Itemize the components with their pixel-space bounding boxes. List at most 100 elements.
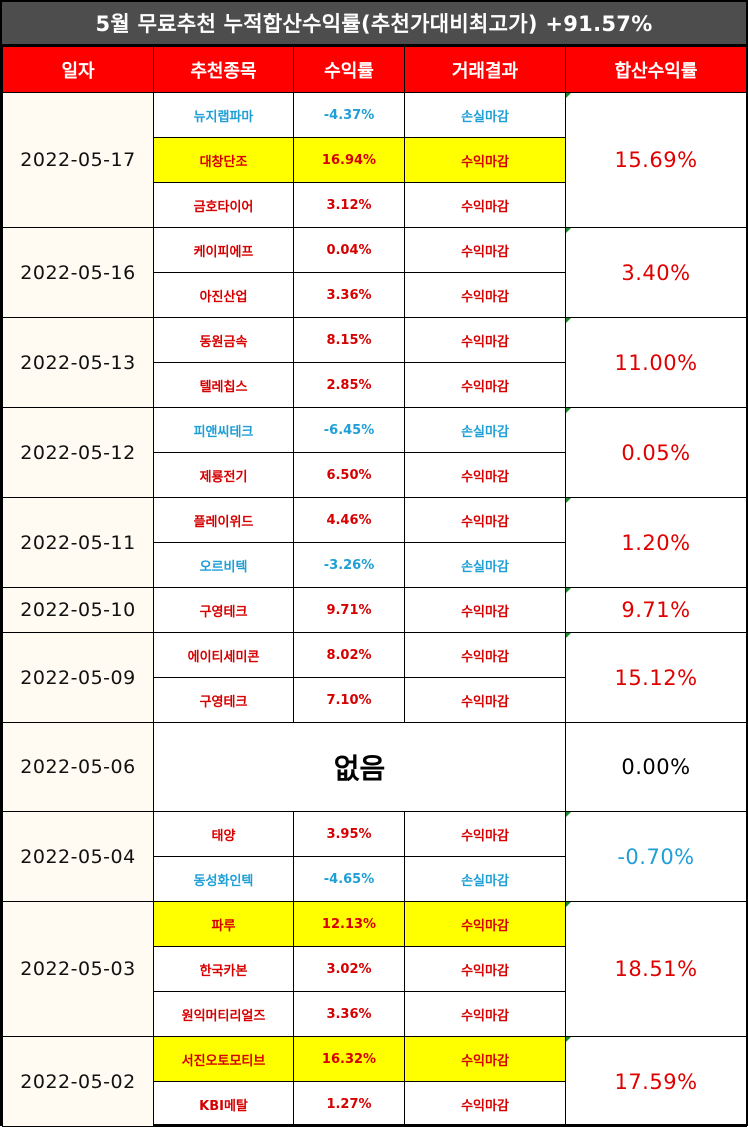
row-date: 2022-05-11 <box>2 497 154 588</box>
trade-result: 수익마감 <box>404 317 566 363</box>
stock-return: -3.26% <box>293 542 405 588</box>
trade-result: 수익마감 <box>404 901 566 947</box>
row-date: 2022-05-13 <box>2 317 154 408</box>
header-return: 수익률 <box>293 46 405 93</box>
total-return: 17.59% <box>565 1036 747 1127</box>
row-date: 2022-05-17 <box>2 92 154 228</box>
stock-return: 6.50% <box>293 452 405 498</box>
trade-result: 손실마감 <box>404 542 566 588</box>
stock-name: 제룡전기 <box>153 452 294 498</box>
total-return-value: 15.12% <box>614 665 698 690</box>
stock-return: -4.37% <box>293 92 405 138</box>
trade-result: 수익마감 <box>404 946 566 992</box>
trade-result: 손실마감 <box>404 856 566 902</box>
stock-name: 케이피에프 <box>153 227 294 273</box>
trade-result: 수익마감 <box>404 1081 566 1127</box>
comment-marker-icon <box>566 498 571 503</box>
table-row: 2022-05-10 구영테크 9.71% 수익마감 9.71% <box>2 587 747 633</box>
stock-return: 12.13% <box>293 901 405 947</box>
table-row: 2022-05-13 동원금속 8.15% 수익마감 11.00% <box>2 317 747 408</box>
total-return: 18.51% <box>565 901 747 1037</box>
stock-return: -6.45% <box>293 407 405 453</box>
total-return-value: 17.59% <box>614 1069 698 1094</box>
table-row: 2022-05-04 태양 3.95% 수익마감 -0.70% <box>2 811 747 902</box>
stock-name: 아진산업 <box>153 272 294 318</box>
stock-return: 7.10% <box>293 677 405 723</box>
row-date: 2022-05-04 <box>2 811 154 902</box>
trade-result: 수익마감 <box>404 587 566 633</box>
trade-result: 수익마감 <box>404 182 566 228</box>
stock-name: 원익머티리얼즈 <box>153 991 294 1037</box>
row-date: 2022-05-03 <box>2 901 154 1037</box>
no-recommendation-text: 없음 <box>153 722 566 812</box>
total-return: 1.20% <box>565 497 747 588</box>
table-row: 구영테크 7.10% 수익마감 <box>3 677 747 723</box>
stock-return: 2.85% <box>293 362 405 408</box>
stock-name: 플레이위드 <box>153 497 294 543</box>
comment-marker-icon <box>566 228 571 233</box>
total-return: 0.05% <box>565 407 747 498</box>
trade-result: 수익마감 <box>404 632 566 678</box>
trade-result: 수익마감 <box>404 497 566 543</box>
stock-return: 0.04% <box>293 227 405 273</box>
stock-return: 16.32% <box>293 1036 405 1082</box>
total-return: 15.12% <box>565 632 747 723</box>
stock-name: 한국카본 <box>153 946 294 992</box>
comment-marker-icon <box>566 902 571 907</box>
stock-return: 9.71% <box>293 587 405 633</box>
trade-result: 수익마감 <box>404 452 566 498</box>
stock-name: 동원금속 <box>153 317 294 363</box>
total-return: 3.40% <box>565 227 747 318</box>
stock-return: 16.94% <box>293 137 405 183</box>
comment-marker-icon <box>566 633 571 638</box>
stock-name: 동성화인텍 <box>153 856 294 902</box>
stock-name: 피앤씨테크 <box>153 407 294 453</box>
table-row: 대창단조 16.94% 수익마감 <box>3 137 747 183</box>
trade-result: 수익마감 <box>404 1036 566 1082</box>
total-return: 0.00% <box>565 722 747 812</box>
total-return-value: 9.71% <box>621 598 691 622</box>
table-row: 2022-05-16 케이피에프 0.04% 수익마감 3.40% <box>2 227 747 318</box>
total-return: -0.70% <box>565 811 747 902</box>
stock-name: 태양 <box>153 811 294 857</box>
header-row: 일자 추천종목 수익률 거래결과 합산수익률 <box>2 46 747 93</box>
stock-name: 대창단조 <box>153 137 294 183</box>
total-return-value: 0.05% <box>621 440 691 465</box>
stock-return: 3.12% <box>293 182 405 228</box>
comment-marker-icon <box>566 812 571 817</box>
stock-return: 8.15% <box>293 317 405 363</box>
total-return-value: 18.51% <box>614 957 698 981</box>
table-row: 2022-05-02 서진오토모티브 16.32% 수익마감 17.59% <box>2 1036 747 1127</box>
trade-result: 손실마감 <box>404 92 566 138</box>
total-return-value: 11.00% <box>614 350 698 375</box>
table-row: 텔레칩스 2.85% 수익마감 <box>3 362 747 408</box>
table-row: 2022-05-06 없음 0.00% <box>2 722 747 812</box>
comment-marker-icon <box>566 1037 571 1042</box>
comment-marker-icon <box>566 318 571 323</box>
table-row: 2022-05-09 에이티세미콘 8.02% 수익마감 15.12% <box>2 632 747 723</box>
stock-name: 파루 <box>153 901 294 947</box>
comment-marker-icon <box>566 408 571 413</box>
total-return: 15.69% <box>565 92 747 228</box>
row-date: 2022-05-09 <box>2 632 154 723</box>
trade-result: 수익마감 <box>404 677 566 723</box>
stock-name: 텔레칩스 <box>153 362 294 408</box>
stock-return: 3.02% <box>293 946 405 992</box>
table-row: 한국카본 3.02% 수익마감 <box>3 946 747 992</box>
comment-marker-icon <box>566 588 571 593</box>
trade-result: 수익마감 <box>404 362 566 408</box>
row-date: 2022-05-02 <box>2 1036 154 1127</box>
stock-name: 구영테크 <box>153 677 294 723</box>
stock-name: 금호타이어 <box>153 182 294 228</box>
table-body: 2022-05-17 뉴지랩파마 -4.37% 손실마감 15.69% 대창단조 16.94… <box>2 92 747 1127</box>
total-return-value: 3.40% <box>621 260 691 285</box>
header-stock: 추천종목 <box>153 46 294 93</box>
total-return-value: 0.00% <box>621 755 691 779</box>
table-row: 오르비텍 -3.26% 손실마감 <box>3 542 747 588</box>
stock-return: 8.02% <box>293 632 405 678</box>
header-date: 일자 <box>2 46 154 93</box>
total-return: 11.00% <box>565 317 747 408</box>
stock-return: 4.46% <box>293 497 405 543</box>
row-date: 2022-05-10 <box>2 587 154 633</box>
